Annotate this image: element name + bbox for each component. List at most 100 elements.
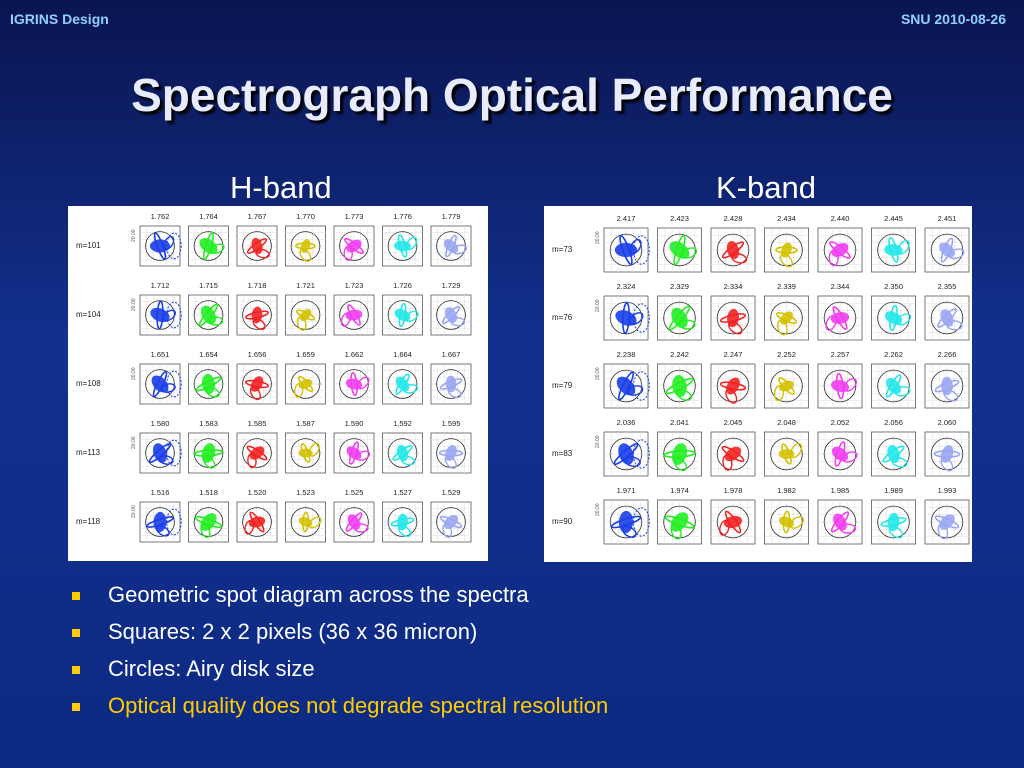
square-bullet-icon <box>72 666 80 674</box>
wavelength-label: 2.417 <box>617 214 636 223</box>
wavelength-label: 1.656 <box>248 350 267 359</box>
wavelength-label: 2.334 <box>724 282 743 291</box>
wavelength-label: 1.773 <box>345 212 364 221</box>
spot-tile <box>236 432 278 474</box>
spot-tile <box>924 295 970 341</box>
wavelength-label: 1.993 <box>938 486 957 495</box>
spot-tile <box>285 363 326 405</box>
spot-tile <box>382 294 423 336</box>
wavelength-label: 2.445 <box>884 214 903 223</box>
spot-tile <box>710 227 756 273</box>
spot-tile <box>710 431 756 477</box>
spot-tile <box>430 363 472 405</box>
tile-axis-label: 20.00 <box>595 503 601 516</box>
wavelength-label: 2.423 <box>670 214 689 223</box>
wavelength-label: 1.654 <box>199 350 218 359</box>
wavelength-label: 2.257 <box>831 350 850 359</box>
spot-tile <box>430 501 472 543</box>
spot-tile <box>603 295 650 341</box>
spot-tile <box>657 227 702 273</box>
wavelength-label: 1.729 <box>442 281 461 290</box>
tile-axis-label: 20.00 <box>131 436 137 449</box>
spot-tile <box>430 432 472 474</box>
spot-tile <box>333 225 375 267</box>
wavelength-label: 1.985 <box>831 486 850 495</box>
wavelength-label: 1.770 <box>296 212 315 221</box>
wavelength-label: 2.451 <box>938 214 957 223</box>
wavelength-label: 2.060 <box>938 418 957 427</box>
spot-tile <box>139 294 182 336</box>
spot-tile <box>764 499 809 545</box>
wavelength-label: 1.762 <box>151 212 170 221</box>
spot-tile <box>382 432 423 474</box>
spot-tile <box>657 499 702 545</box>
wavelength-label: 1.779 <box>442 212 461 221</box>
tile-axis-label: 20.00 <box>595 367 601 380</box>
bullet-item: Optical quality does not degrade spectra… <box>70 691 608 728</box>
spot-tile <box>285 432 326 474</box>
h-band-spot-diagram: m=101 20.00 1.762 1.764 1.767 1.770 1.773 1.776… <box>68 206 488 561</box>
spot-tile <box>764 363 809 409</box>
square-bullet-icon <box>72 629 80 637</box>
square-bullet-icon <box>72 703 80 711</box>
spot-tile <box>924 431 970 477</box>
h-band-spot-grid: m=101 20.00 1.762 1.764 1.767 1.770 1.773 1.776… <box>76 212 472 543</box>
order-label: m=79 <box>552 381 573 390</box>
spot-tile <box>710 499 756 545</box>
k-band-label: K-band <box>716 170 816 205</box>
spot-tile <box>285 501 326 543</box>
spot-tile <box>188 294 229 336</box>
tile-axis-label: 20.00 <box>131 505 137 518</box>
tile-axis-label: 20.00 <box>595 231 601 244</box>
wavelength-label: 1.518 <box>199 488 218 497</box>
order-label: m=104 <box>76 310 101 319</box>
wavelength-label: 2.339 <box>777 282 796 291</box>
k-band-spot-diagram: m=73 20.00 2.417 2.423 2.428 2.434 2.440 2.445 2… <box>544 206 972 562</box>
wavelength-label: 1.721 <box>296 281 315 290</box>
order-label: m=83 <box>552 449 573 458</box>
wavelength-label: 2.428 <box>724 214 743 223</box>
order-label: m=108 <box>76 379 101 388</box>
wavelength-label: 1.585 <box>248 419 267 428</box>
wavelength-label: 2.036 <box>617 418 636 427</box>
tile-axis-label: 20.00 <box>595 435 601 448</box>
spot-tile <box>710 295 756 341</box>
wavelength-label: 1.974 <box>670 486 689 495</box>
spot-tile <box>817 227 863 273</box>
header-date: SNU 2010-08-26 <box>900 11 1006 27</box>
wavelength-label: 1.587 <box>296 419 315 428</box>
bullet-item: Geometric spot diagram across the spectr… <box>70 580 608 617</box>
spot-tile <box>139 432 182 474</box>
spot-tile <box>333 501 375 543</box>
spot-tile <box>236 501 278 543</box>
wavelength-label: 1.595 <box>442 419 461 428</box>
spot-tile <box>710 363 756 409</box>
wavelength-label: 2.252 <box>777 350 796 359</box>
wavelength-label: 1.726 <box>393 281 412 290</box>
wavelength-label: 1.592 <box>393 419 412 428</box>
spot-tile <box>285 225 326 267</box>
spot-tile <box>603 227 650 273</box>
wavelength-label: 1.520 <box>248 488 267 497</box>
tile-axis-label: 20.00 <box>131 367 137 380</box>
spot-tile <box>924 363 970 409</box>
tile-axis-label: 20.00 <box>595 299 601 312</box>
spot-tile <box>657 431 702 477</box>
header-project: IGRINS Design <box>10 11 109 27</box>
wavelength-label: 1.776 <box>393 212 412 221</box>
wavelength-label: 1.718 <box>248 281 267 290</box>
wavelength-label: 1.651 <box>151 350 170 359</box>
slide-header: IGRINS Design SNU 2010-08-26 <box>0 0 1024 36</box>
wavelength-label: 1.971 <box>617 486 636 495</box>
wavelength-label: 1.667 <box>442 350 461 359</box>
spot-tile <box>924 227 970 273</box>
spot-tile <box>764 431 809 477</box>
spot-tile <box>603 499 650 545</box>
spot-tile <box>871 363 916 409</box>
spot-tile <box>139 363 182 405</box>
bullet-item: Squares: 2 x 2 pixels (36 x 36 micron) <box>70 617 608 654</box>
square-bullet-icon <box>72 592 80 600</box>
spot-tile <box>817 363 863 409</box>
spot-tile <box>333 363 375 405</box>
wavelength-label: 1.583 <box>199 419 218 428</box>
